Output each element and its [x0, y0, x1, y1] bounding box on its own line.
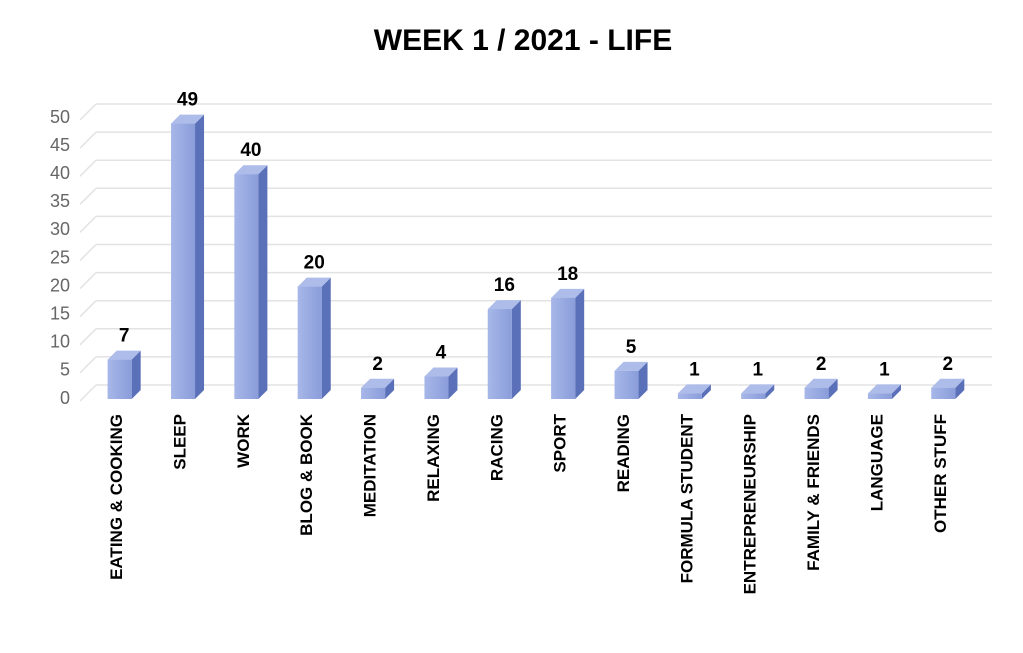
- x-tick-label: WORK: [234, 413, 253, 468]
- x-tick-label: RELAXING: [424, 414, 443, 502]
- bar-shade: [234, 174, 259, 399]
- y-tick-label: 45: [50, 135, 70, 155]
- bar-shade: [361, 387, 386, 399]
- bar-top: [804, 378, 838, 388]
- value-label: 5: [626, 337, 637, 358]
- bar-side: [511, 300, 521, 399]
- x-tick-label: ENTREPRENEURSHIP: [741, 414, 760, 594]
- bar-shade: [171, 123, 196, 400]
- bar-side: [701, 384, 711, 399]
- bar-shade: [931, 387, 956, 399]
- x-tick-label: OTHER STUFF: [931, 414, 950, 533]
- x-tick-label: SLEEP: [171, 414, 190, 470]
- bar-top: [867, 384, 901, 394]
- value-label: 16: [494, 275, 515, 296]
- value-label: 2: [943, 354, 954, 375]
- x-tick-label: READING: [614, 414, 633, 492]
- x-tick-label: FAMILY & FRIENDS: [804, 414, 823, 571]
- bar-shade: [551, 297, 576, 399]
- grid-line-side: [79, 215, 97, 233]
- x-tick-label: LANGUAGE: [867, 414, 886, 511]
- bar-shade: [107, 359, 132, 399]
- bar-top: [424, 367, 458, 377]
- grid-line-side: [79, 159, 97, 177]
- bar-shade: [677, 393, 702, 399]
- bar-shade: [867, 393, 892, 399]
- grid-line-side: [79, 187, 97, 205]
- y-tick-label: 25: [50, 247, 70, 267]
- bar-side: [131, 350, 141, 399]
- x-tick-label: MEDITATION: [361, 414, 380, 517]
- y-tick-label: 10: [50, 332, 70, 352]
- bar-shade: [804, 387, 829, 399]
- y-tick-label: 20: [50, 275, 70, 295]
- bar-side: [321, 277, 331, 399]
- value-label: 49: [177, 90, 198, 111]
- value-label: 2: [816, 354, 827, 375]
- y-tick-label: 5: [60, 360, 70, 380]
- bar-top: [171, 114, 205, 124]
- value-label: 7: [119, 326, 130, 347]
- y-tick-label: 30: [50, 219, 70, 239]
- bar-top: [107, 350, 141, 360]
- bar-side: [195, 114, 205, 400]
- value-label: 1: [879, 359, 890, 380]
- bar-top: [677, 384, 711, 394]
- y-tick-label: 0: [60, 388, 70, 408]
- grid-line-side: [79, 328, 97, 346]
- x-tick-label: BLOG & BOOK: [297, 413, 316, 536]
- x-tick-label: SPORT: [551, 413, 570, 472]
- bar-side: [955, 378, 965, 399]
- grid-line-side: [79, 131, 97, 149]
- grid-line-side: [79, 384, 97, 402]
- y-tick-label: 40: [50, 163, 70, 183]
- y-tick-label: 15: [50, 303, 70, 323]
- bar-shade: [297, 286, 322, 399]
- grid-line-side: [79, 243, 97, 262]
- value-label: 40: [240, 140, 261, 161]
- bar-top: [297, 277, 331, 287]
- x-tick-label: FORMULA STUDENT: [677, 413, 696, 583]
- value-label: 1: [689, 359, 700, 380]
- x-tick-label: EATING & COOKING: [107, 414, 126, 580]
- value-label: 20: [304, 253, 325, 274]
- value-label: 1: [752, 359, 763, 380]
- y-tick-label: 35: [50, 191, 70, 211]
- bar-shade: [424, 376, 449, 399]
- grid-line-side: [79, 272, 97, 290]
- bar-side: [258, 165, 268, 399]
- bar-shade: [487, 309, 512, 399]
- y-tick-label: 50: [50, 107, 70, 127]
- bar-side: [638, 361, 648, 399]
- x-tick-label: RACING: [487, 414, 506, 481]
- bar-top: [931, 378, 965, 388]
- grid-line-side: [79, 356, 97, 374]
- bar-top: [614, 361, 648, 371]
- bar-shade: [741, 393, 766, 399]
- value-label: 4: [436, 343, 447, 364]
- value-label: 18: [557, 264, 578, 285]
- bar-top: [361, 378, 395, 388]
- bar-side: [575, 288, 585, 399]
- grid-line-side: [79, 103, 97, 121]
- bar-side: [765, 384, 775, 399]
- chart-title: WEEK 1 / 2021 - LIFE: [374, 24, 672, 57]
- bar-top: [234, 165, 268, 175]
- bar-side: [891, 384, 901, 399]
- bar-side: [385, 378, 395, 399]
- bar-top: [487, 300, 521, 310]
- bar-top: [741, 384, 775, 394]
- bar-side: [448, 367, 458, 399]
- bar-shade: [614, 370, 639, 399]
- value-label: 2: [372, 354, 383, 375]
- bar-top: [551, 288, 585, 298]
- grid-line-side: [79, 300, 97, 318]
- bar-side: [828, 378, 838, 399]
